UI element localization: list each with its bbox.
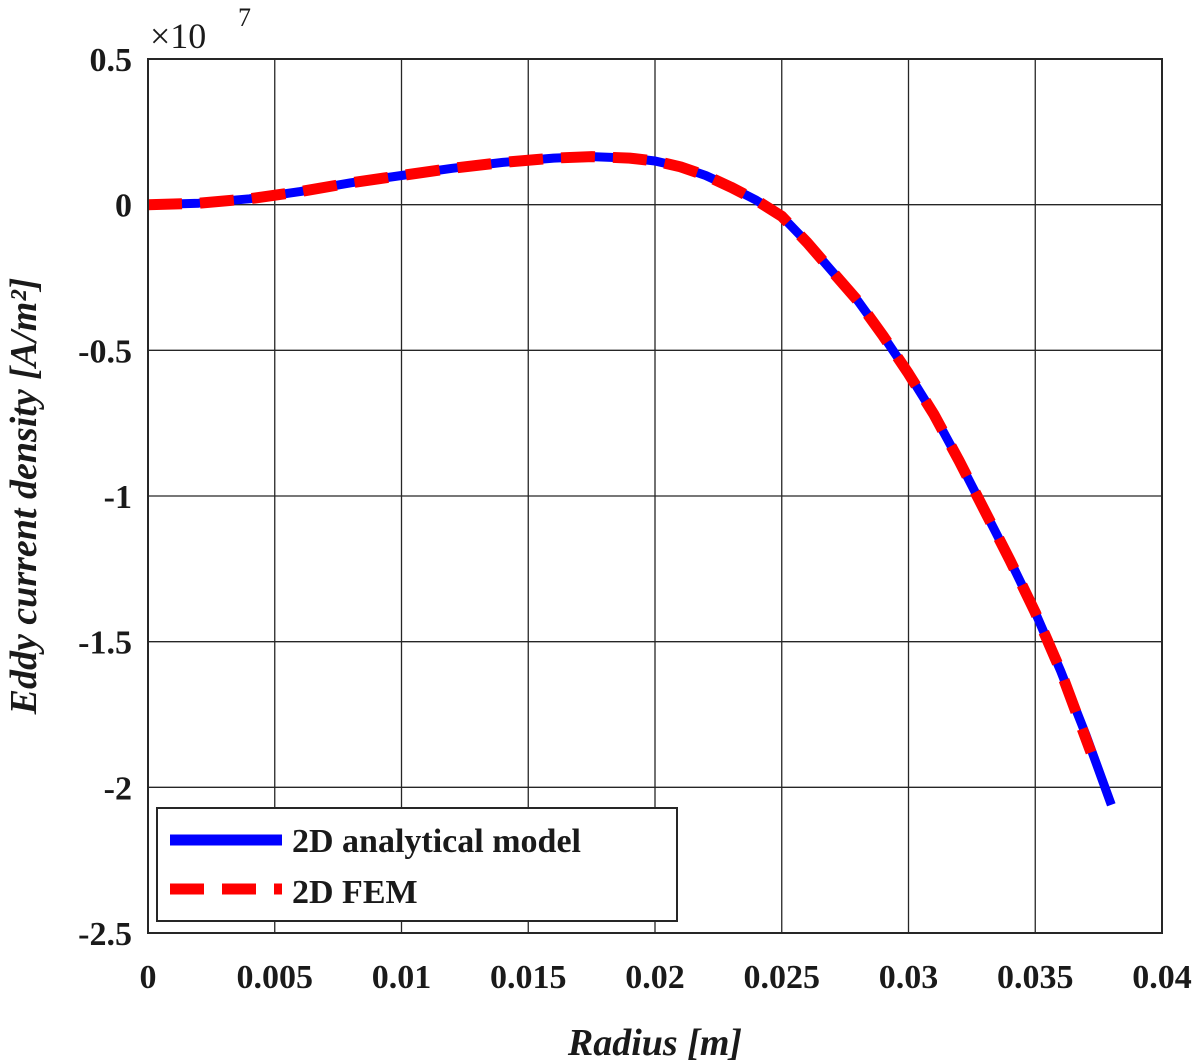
x-tick-label: 0.015 bbox=[490, 959, 567, 996]
x-tick-label: 0.025 bbox=[744, 959, 821, 996]
y-multiplier-exponent: 7 bbox=[238, 3, 251, 32]
x-axis-label: Radius [m] bbox=[567, 1022, 742, 1064]
plot-frame bbox=[147, 58, 1163, 934]
y-tick-label: -2 bbox=[104, 770, 132, 807]
x-tick-label: 0.01 bbox=[372, 959, 432, 996]
y-multiplier: ×10 bbox=[150, 16, 206, 56]
x-tick-label: 0.02 bbox=[625, 959, 685, 996]
y-tick-label: -1 bbox=[104, 479, 132, 516]
y-tick-label: 0 bbox=[115, 188, 132, 225]
x-tick-label: 0 bbox=[140, 959, 157, 996]
y-tick-label: -1.5 bbox=[78, 625, 132, 662]
y-tick-label: -0.5 bbox=[78, 333, 132, 370]
legend-label-analytical: 2D analytical model bbox=[292, 823, 581, 860]
x-tick-label: 0.035 bbox=[997, 959, 1074, 996]
x-tick-label: 0.03 bbox=[879, 959, 939, 996]
legend: 2D analytical model 2D FEM bbox=[156, 807, 678, 922]
series-line-fem bbox=[147, 151, 1097, 755]
legend-box bbox=[156, 807, 678, 922]
y-tick-label: 0.5 bbox=[90, 42, 133, 79]
x-tick-labels: 0 0.005 0.01 0.015 0.02 0.025 0.03 0.035 0.04 bbox=[140, 959, 1192, 996]
legend-label-fem: 2D FEM bbox=[292, 874, 418, 911]
x-tick-label: 0.005 bbox=[237, 959, 314, 996]
series-layer bbox=[147, 151, 1116, 807]
y-tick-labels: 0.5 0 -0.5 -1 -1.5 -2 -2.5 bbox=[78, 42, 132, 953]
x-tick-label: 0.04 bbox=[1132, 959, 1192, 996]
y-tick-label: -2.5 bbox=[78, 916, 132, 953]
y-axis-label: Eddy current density [A/m²] bbox=[3, 278, 45, 716]
